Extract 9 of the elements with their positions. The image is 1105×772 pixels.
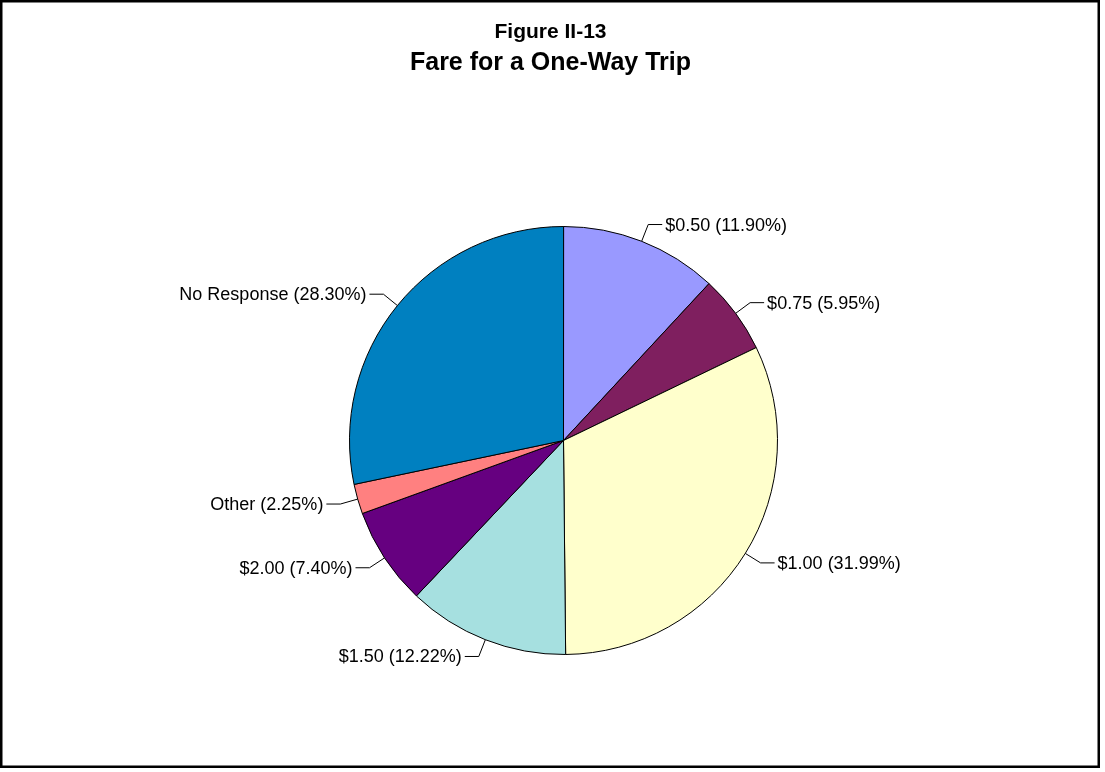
chart-title: Figure II-13 <box>494 19 607 42</box>
slice-label: $2.00 (7.40%) <box>239 557 353 578</box>
slice-label: $0.50 (11.90%) <box>665 214 787 235</box>
slice-label: $1.00 (31.99%) <box>777 552 901 573</box>
slice-label: No Response (28.30%) <box>179 284 367 305</box>
chart-subtitle: Fare for a One-Way Trip <box>409 46 692 75</box>
slice-label: $1.50 (12.22%) <box>338 646 462 667</box>
slice-label: $0.75 (5.95%) <box>767 292 881 313</box>
slice-label: Other (2.25%) <box>210 494 324 515</box>
